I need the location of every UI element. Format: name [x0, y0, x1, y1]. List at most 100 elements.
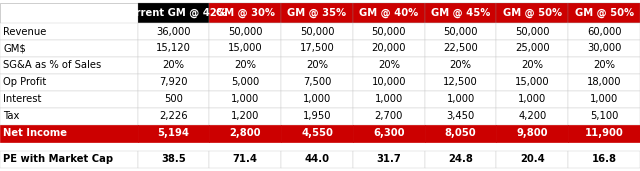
Bar [497, 23, 568, 40]
Bar [568, 91, 640, 108]
Text: 2,800: 2,800 [230, 128, 261, 138]
Text: 1,000: 1,000 [374, 94, 403, 104]
Text: 7,920: 7,920 [159, 77, 188, 87]
Text: 9,800: 9,800 [516, 128, 548, 138]
Text: GM$: GM$ [3, 43, 26, 54]
Bar [353, 3, 425, 23]
Bar [0, 40, 138, 57]
Bar [425, 108, 497, 125]
Text: 18,000: 18,000 [587, 77, 621, 87]
Bar [497, 151, 568, 168]
Text: 3,450: 3,450 [447, 111, 475, 121]
Text: 2,700: 2,700 [374, 111, 403, 121]
Bar [425, 3, 497, 23]
Text: 10,000: 10,000 [372, 77, 406, 87]
Text: 22,500: 22,500 [443, 43, 478, 54]
Text: 5,000: 5,000 [231, 77, 259, 87]
Text: 20%: 20% [163, 60, 184, 70]
Bar [0, 74, 138, 91]
Bar [497, 74, 568, 91]
Bar [281, 40, 353, 57]
Text: 24.8: 24.8 [448, 154, 473, 165]
Text: 30,000: 30,000 [587, 43, 621, 54]
Bar [425, 151, 497, 168]
Bar [425, 91, 497, 108]
Bar [209, 57, 281, 74]
Bar [568, 74, 640, 91]
Text: 5,194: 5,194 [157, 128, 189, 138]
Bar [353, 57, 425, 74]
Bar [209, 74, 281, 91]
Text: 50,000: 50,000 [372, 27, 406, 37]
Bar [138, 91, 209, 108]
Bar [425, 57, 497, 74]
Text: 15,000: 15,000 [515, 77, 550, 87]
Text: 1,000: 1,000 [303, 94, 331, 104]
Bar [281, 91, 353, 108]
Text: GM @ 50%: GM @ 50% [575, 8, 634, 18]
Text: 20%: 20% [449, 60, 472, 70]
Text: 7,500: 7,500 [303, 77, 332, 87]
Text: Op Profit: Op Profit [3, 77, 47, 87]
Bar [281, 3, 353, 23]
Bar [0, 108, 138, 125]
Text: GM @ 45%: GM @ 45% [431, 8, 490, 18]
Text: 50,000: 50,000 [300, 27, 334, 37]
Bar [353, 91, 425, 108]
Text: SG&A as % of Sales: SG&A as % of Sales [3, 60, 102, 70]
Text: 71.4: 71.4 [233, 154, 258, 165]
Text: 4,550: 4,550 [301, 128, 333, 138]
Text: 8,050: 8,050 [445, 128, 476, 138]
Text: 15,000: 15,000 [228, 43, 262, 54]
Bar [209, 40, 281, 57]
Bar [281, 151, 353, 168]
Text: 1,000: 1,000 [590, 94, 618, 104]
Text: 20%: 20% [522, 60, 543, 70]
Bar [281, 108, 353, 125]
Bar [209, 108, 281, 125]
Bar [0, 151, 138, 168]
Bar [138, 57, 209, 74]
Bar [425, 125, 497, 142]
Bar [353, 23, 425, 40]
Bar [353, 40, 425, 57]
Text: Current GM @ 42%: Current GM @ 42% [120, 8, 227, 18]
Text: 50,000: 50,000 [444, 27, 478, 37]
Bar [568, 3, 640, 23]
Text: 2,226: 2,226 [159, 111, 188, 121]
Bar [281, 23, 353, 40]
Text: Net Income: Net Income [3, 128, 67, 138]
Bar [209, 91, 281, 108]
Text: PE with Market Cap: PE with Market Cap [3, 154, 113, 165]
Bar [281, 57, 353, 74]
Text: GM @ 30%: GM @ 30% [216, 8, 275, 18]
Text: 12,500: 12,500 [443, 77, 478, 87]
Bar [138, 3, 209, 23]
Text: 20,000: 20,000 [372, 43, 406, 54]
Bar [497, 91, 568, 108]
Bar [568, 151, 640, 168]
Text: GM @ 50%: GM @ 50% [503, 8, 562, 18]
Bar [138, 125, 209, 142]
Bar [0, 125, 138, 142]
Bar [138, 74, 209, 91]
Text: 20%: 20% [234, 60, 256, 70]
Bar [568, 125, 640, 142]
Text: Revenue: Revenue [3, 27, 47, 37]
Text: 4,200: 4,200 [518, 111, 547, 121]
Bar [138, 40, 209, 57]
Text: Tax: Tax [3, 111, 20, 121]
Text: 25,000: 25,000 [515, 43, 550, 54]
Bar [209, 125, 281, 142]
Text: 44.0: 44.0 [305, 154, 330, 165]
Text: 6,300: 6,300 [373, 128, 404, 138]
Bar [353, 74, 425, 91]
Text: GM @ 35%: GM @ 35% [287, 8, 347, 18]
Text: 500: 500 [164, 94, 183, 104]
Text: 36,000: 36,000 [156, 27, 191, 37]
Bar [209, 3, 281, 23]
Text: 17,500: 17,500 [300, 43, 335, 54]
Text: 60,000: 60,000 [587, 27, 621, 37]
Text: 50,000: 50,000 [228, 27, 262, 37]
Text: 20%: 20% [593, 60, 615, 70]
